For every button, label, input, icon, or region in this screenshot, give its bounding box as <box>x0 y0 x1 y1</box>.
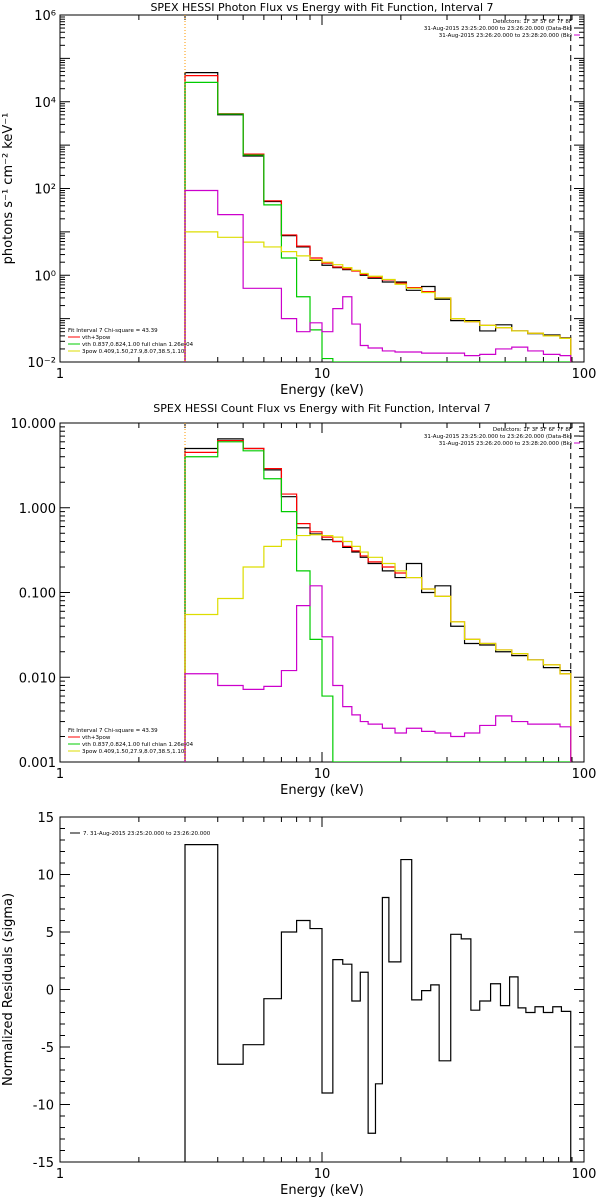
legend-label: vth+3pow <box>82 335 111 341</box>
x-tick-label: 100 <box>572 367 597 382</box>
y-tick-label: 0.100 <box>19 587 56 602</box>
x-axis-label: Energy (keV) <box>280 783 364 798</box>
y-tick-label: 10⁶ <box>34 9 56 24</box>
x-axis-label: Energy (keV) <box>280 383 364 398</box>
series-line-data-bk <box>184 438 572 762</box>
y-tick-label: 1.000 <box>19 502 56 517</box>
x-tick-label: 1 <box>56 367 64 382</box>
y-tick-label: 10² <box>34 183 56 198</box>
series-line-3pow <box>184 231 572 362</box>
series-group <box>184 438 572 762</box>
legend: 7. 31-Aug-2015 23:25:20.000 to 23:26:20.… <box>70 831 211 837</box>
plot-frame <box>59 14 585 363</box>
header-line: 31-Aug-2015 23:26:20.000 to 23:28:20.000… <box>439 441 572 447</box>
legend-label: vth 0.837,0.824,1.00 full chian 1.26e-04 <box>82 342 194 348</box>
x-axis-label: Energy (keV) <box>280 1183 364 1198</box>
y-axis: -15 -10 -5 0 5 10 15 Normalized Residuals (sigm… <box>1 811 584 1171</box>
count-flux-panel: 1 10 100 Energy (keV) 0.001 0.010 0.100 1.000 10… <box>11 402 597 798</box>
y-tick-label: 10⁰ <box>34 269 56 284</box>
x-tick-label: 1 <box>56 767 64 782</box>
y-tick-label: 10.000 <box>11 417 57 432</box>
series-line-vth <box>184 441 572 762</box>
x-tick-label: 100 <box>572 767 597 782</box>
legend-label: 7. 31-Aug-2015 23:25:20.000 to 23:26:20.… <box>83 831 211 837</box>
y-tick-label: 10 <box>37 869 54 884</box>
series-line-vth-3pow <box>184 439 572 762</box>
x-tick-label: 10 <box>314 367 331 382</box>
photon-flux-panel: 1 10 100 Energy (keV) 10⁻² 10⁰ 10² 10⁴ 10⁶ photon… <box>1 1 596 398</box>
residuals-panel: 1 10 100 Energy (keV) -15 -10 -5 0 5 10 15 Normaliz… <box>1 811 596 1198</box>
legend: Fit Interval 7 Chi-square = 43.39vth+3po… <box>68 328 194 355</box>
y-tick-label: 10⁻² <box>27 356 56 371</box>
y-axis-label: photons s⁻¹ cm⁻² keV⁻¹ <box>1 113 16 265</box>
y-tick-label: 10⁴ <box>34 96 56 111</box>
y-tick-label: -5 <box>41 1041 54 1056</box>
header-line: 31-Aug-2015 23:25:20.000 to 23:26:20.000… <box>424 26 572 32</box>
chart-title: SPEX HESSI Count Flux vs Energy with Fit… <box>153 402 490 415</box>
y-tick-label: 0 <box>46 984 54 999</box>
header-line: 31-Aug-2015 23:25:20.000 to 23:26:20.000… <box>424 434 572 440</box>
series-line-residuals <box>184 844 572 1162</box>
x-tick-label: 10 <box>314 767 331 782</box>
legend-fit-text: Fit Interval 7 Chi-square = 43.39 <box>68 728 158 734</box>
header-line: 31-Aug-2015 23:26:20.000 to 23:28:20.000… <box>439 33 572 39</box>
plot-header: Detectors: 1F 3F 5F 6F 7F 8F31-Aug-2015 … <box>424 427 580 447</box>
series-group <box>184 844 572 1162</box>
series-line-pink <box>184 189 572 362</box>
x-axis: 1 10 100 Energy (keV) <box>56 817 597 1198</box>
y-tick-label: 5 <box>46 926 54 941</box>
y-axis: 10⁻² 10⁰ 10² 10⁴ 10⁶ photons s⁻¹ cm⁻² keV⁻¹ <box>1 9 584 371</box>
y-tick-label: 0.001 <box>19 756 56 771</box>
y-tick-label: 15 <box>37 811 54 826</box>
y-tick-label: 0.010 <box>19 671 56 686</box>
plot-header: Detectors: 1F 3F 5F 6F 7F 8F31-Aug-2015 … <box>424 19 580 39</box>
y-axis-label: Normalized Residuals (sigma) <box>1 893 16 1086</box>
y-tick-label: -15 <box>33 1156 54 1171</box>
x-tick-label: 1 <box>56 1167 64 1182</box>
series-line-vth <box>184 81 572 362</box>
x-axis: 1 10 100 Energy (keV) <box>56 15 597 398</box>
x-tick-label: 10 <box>314 1167 331 1182</box>
x-tick-label: 100 <box>572 1167 597 1182</box>
legend-label: vth+3pow <box>82 735 111 741</box>
y-tick-label: -10 <box>33 1099 54 1114</box>
chart-title: SPEX HESSI Photon Flux vs Energy with Fi… <box>150 1 493 14</box>
legend-label: vth 0.837,0.824,1.00 full chian 1.26e-04 <box>82 742 194 748</box>
series-line-pink <box>184 585 572 762</box>
legend-label: 3pow 0.409,1.50,27.9,8.07,38.5,1.10 <box>82 749 185 755</box>
y-axis: 0.001 0.010 0.100 1.000 10.000 <box>11 417 584 771</box>
legend-fit-text: Fit Interval 7 Chi-square = 43.39 <box>68 328 158 334</box>
legend: Fit Interval 7 Chi-square = 43.39vth+3po… <box>68 728 194 755</box>
series-line-3pow <box>184 534 572 762</box>
series-group <box>184 71 572 362</box>
legend-label: 3pow 0.409,1.50,27.9,8.07,38.5,1.10 <box>82 349 185 355</box>
header-line: Detectors: 1F 3F 5F 6F 7F 8F <box>493 427 572 433</box>
header-line: Detectors: 1F 3F 5F 6F 7F 8F <box>493 19 572 25</box>
